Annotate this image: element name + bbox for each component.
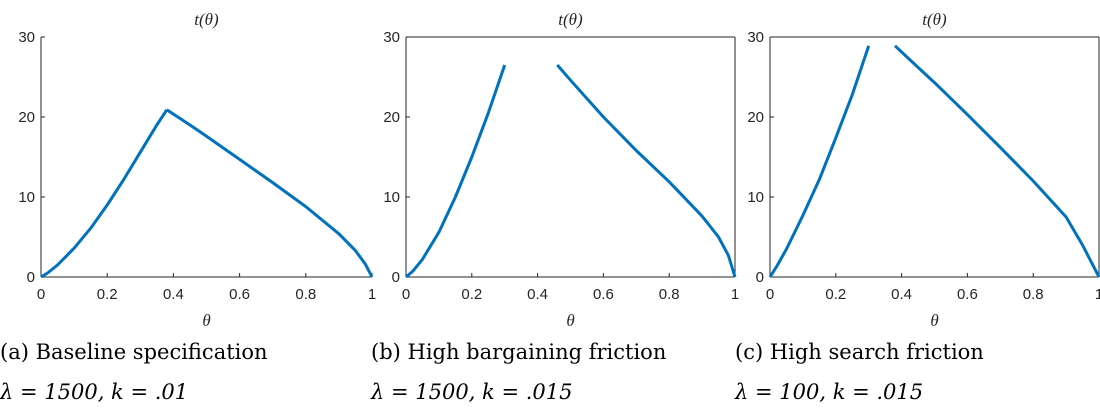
series-line-segment-1 bbox=[405, 64, 507, 279]
x-tick-label: 1 bbox=[1095, 286, 1100, 303]
x-tick-label: 0.8 bbox=[295, 286, 316, 303]
x-tick-label: 0.4 bbox=[527, 286, 548, 303]
series-line-segment-2 bbox=[893, 44, 1100, 278]
x-tick-label: 0.8 bbox=[659, 286, 680, 303]
y-tick-label: 30 bbox=[747, 29, 764, 46]
x-axis-label: θ bbox=[202, 311, 210, 330]
panel-caption: (b) High bargaining friction bbox=[371, 340, 666, 364]
y-tick-label: 20 bbox=[18, 109, 35, 126]
panel-caption: (a) Baseline specification bbox=[0, 340, 268, 364]
x-tick-label: 1 bbox=[731, 286, 739, 303]
x-tick-label: 0.4 bbox=[163, 286, 184, 303]
panel-parameters: λ = 100, k = .015 bbox=[734, 380, 923, 404]
y-tick-label: 30 bbox=[383, 29, 400, 46]
x-tick-label: 0.6 bbox=[229, 286, 250, 303]
x-tick-label: 0.4 bbox=[891, 286, 912, 303]
x-tick-label: 0 bbox=[766, 286, 774, 303]
x-tick-label: 0.2 bbox=[97, 286, 118, 303]
x-tick-label: 0 bbox=[402, 286, 410, 303]
x-tick-label: 0.8 bbox=[1023, 286, 1044, 303]
x-tick-label: 0.2 bbox=[825, 286, 846, 303]
x-tick-label: 0.6 bbox=[593, 286, 614, 303]
y-tick-label: 20 bbox=[383, 109, 400, 126]
y-tick-label: 10 bbox=[18, 189, 35, 206]
panel-caption: (c) High search friction bbox=[735, 340, 984, 364]
series-line-segment-2 bbox=[165, 108, 374, 278]
x-tick-label: 0.6 bbox=[957, 286, 978, 303]
series-line-segment-1 bbox=[40, 108, 169, 279]
chart-title: t(θ) bbox=[194, 10, 219, 29]
x-axis-label: θ bbox=[930, 311, 938, 330]
x-tick-label: 0 bbox=[37, 286, 45, 303]
y-tick-label: 20 bbox=[747, 109, 764, 126]
y-tick-label: 10 bbox=[747, 189, 764, 206]
y-tick-label: 10 bbox=[383, 189, 400, 206]
x-tick-label: 0.2 bbox=[461, 286, 482, 303]
x-tick-label: 1 bbox=[368, 286, 376, 303]
y-tick-label: 0 bbox=[392, 269, 400, 286]
x-axis-label: θ bbox=[566, 311, 574, 330]
chart-title: t(θ) bbox=[922, 10, 947, 29]
chart-title: t(θ) bbox=[558, 10, 583, 29]
panel-parameters: λ = 1500, k = .01 bbox=[0, 380, 188, 404]
series-line-segment-1 bbox=[768, 45, 871, 278]
series-line-segment-2 bbox=[556, 64, 737, 278]
y-tick-label: 0 bbox=[27, 269, 35, 286]
y-tick-label: 30 bbox=[18, 29, 35, 46]
panel-parameters: λ = 1500, k = .015 bbox=[370, 380, 572, 404]
y-tick-label: 0 bbox=[756, 269, 764, 286]
